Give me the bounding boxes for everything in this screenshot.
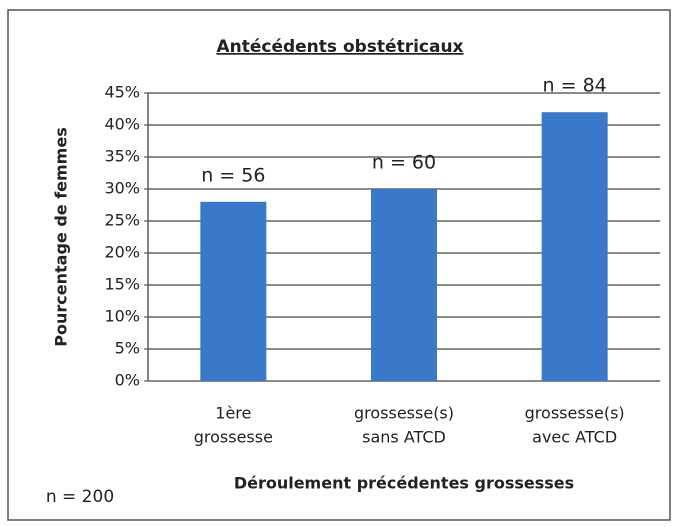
y-tick-label: 40%	[104, 115, 140, 134]
bar	[200, 201, 267, 381]
y-tick-label: 25%	[104, 211, 140, 230]
x-tick-label: 1ère	[215, 404, 251, 423]
bar-label: n = 60	[372, 152, 436, 174]
y-tick-label: 5%	[115, 339, 140, 358]
y-tick-label: 15%	[104, 275, 140, 294]
y-tick-label: 35%	[104, 147, 140, 166]
x-tick-label: avec ATCD	[532, 428, 617, 447]
y-tick-label: 0%	[115, 371, 140, 390]
bar-label: n = 84	[543, 75, 607, 97]
x-axis-label: Déroulement précédentes grossesses	[234, 474, 574, 493]
x-tick-label: sans ATCD	[362, 428, 446, 447]
bar	[371, 189, 437, 381]
annotation: n = 200	[46, 487, 114, 507]
bar	[541, 112, 608, 381]
y-tick-label: 10%	[104, 307, 140, 326]
y-tick-label: 20%	[104, 243, 140, 262]
x-tick-label: grossesse	[194, 428, 273, 447]
y-axis-label: Pourcentage de femmes	[52, 127, 71, 346]
chart-title: Antécédents obstétricaux	[216, 37, 463, 57]
bar-label: n = 56	[201, 164, 265, 186]
y-tick-label: 30%	[104, 179, 140, 198]
y-tick-label: 45%	[104, 83, 140, 102]
x-tick-label: grossesse(s)	[354, 404, 454, 423]
x-tick-label: grossesse(s)	[525, 404, 625, 423]
